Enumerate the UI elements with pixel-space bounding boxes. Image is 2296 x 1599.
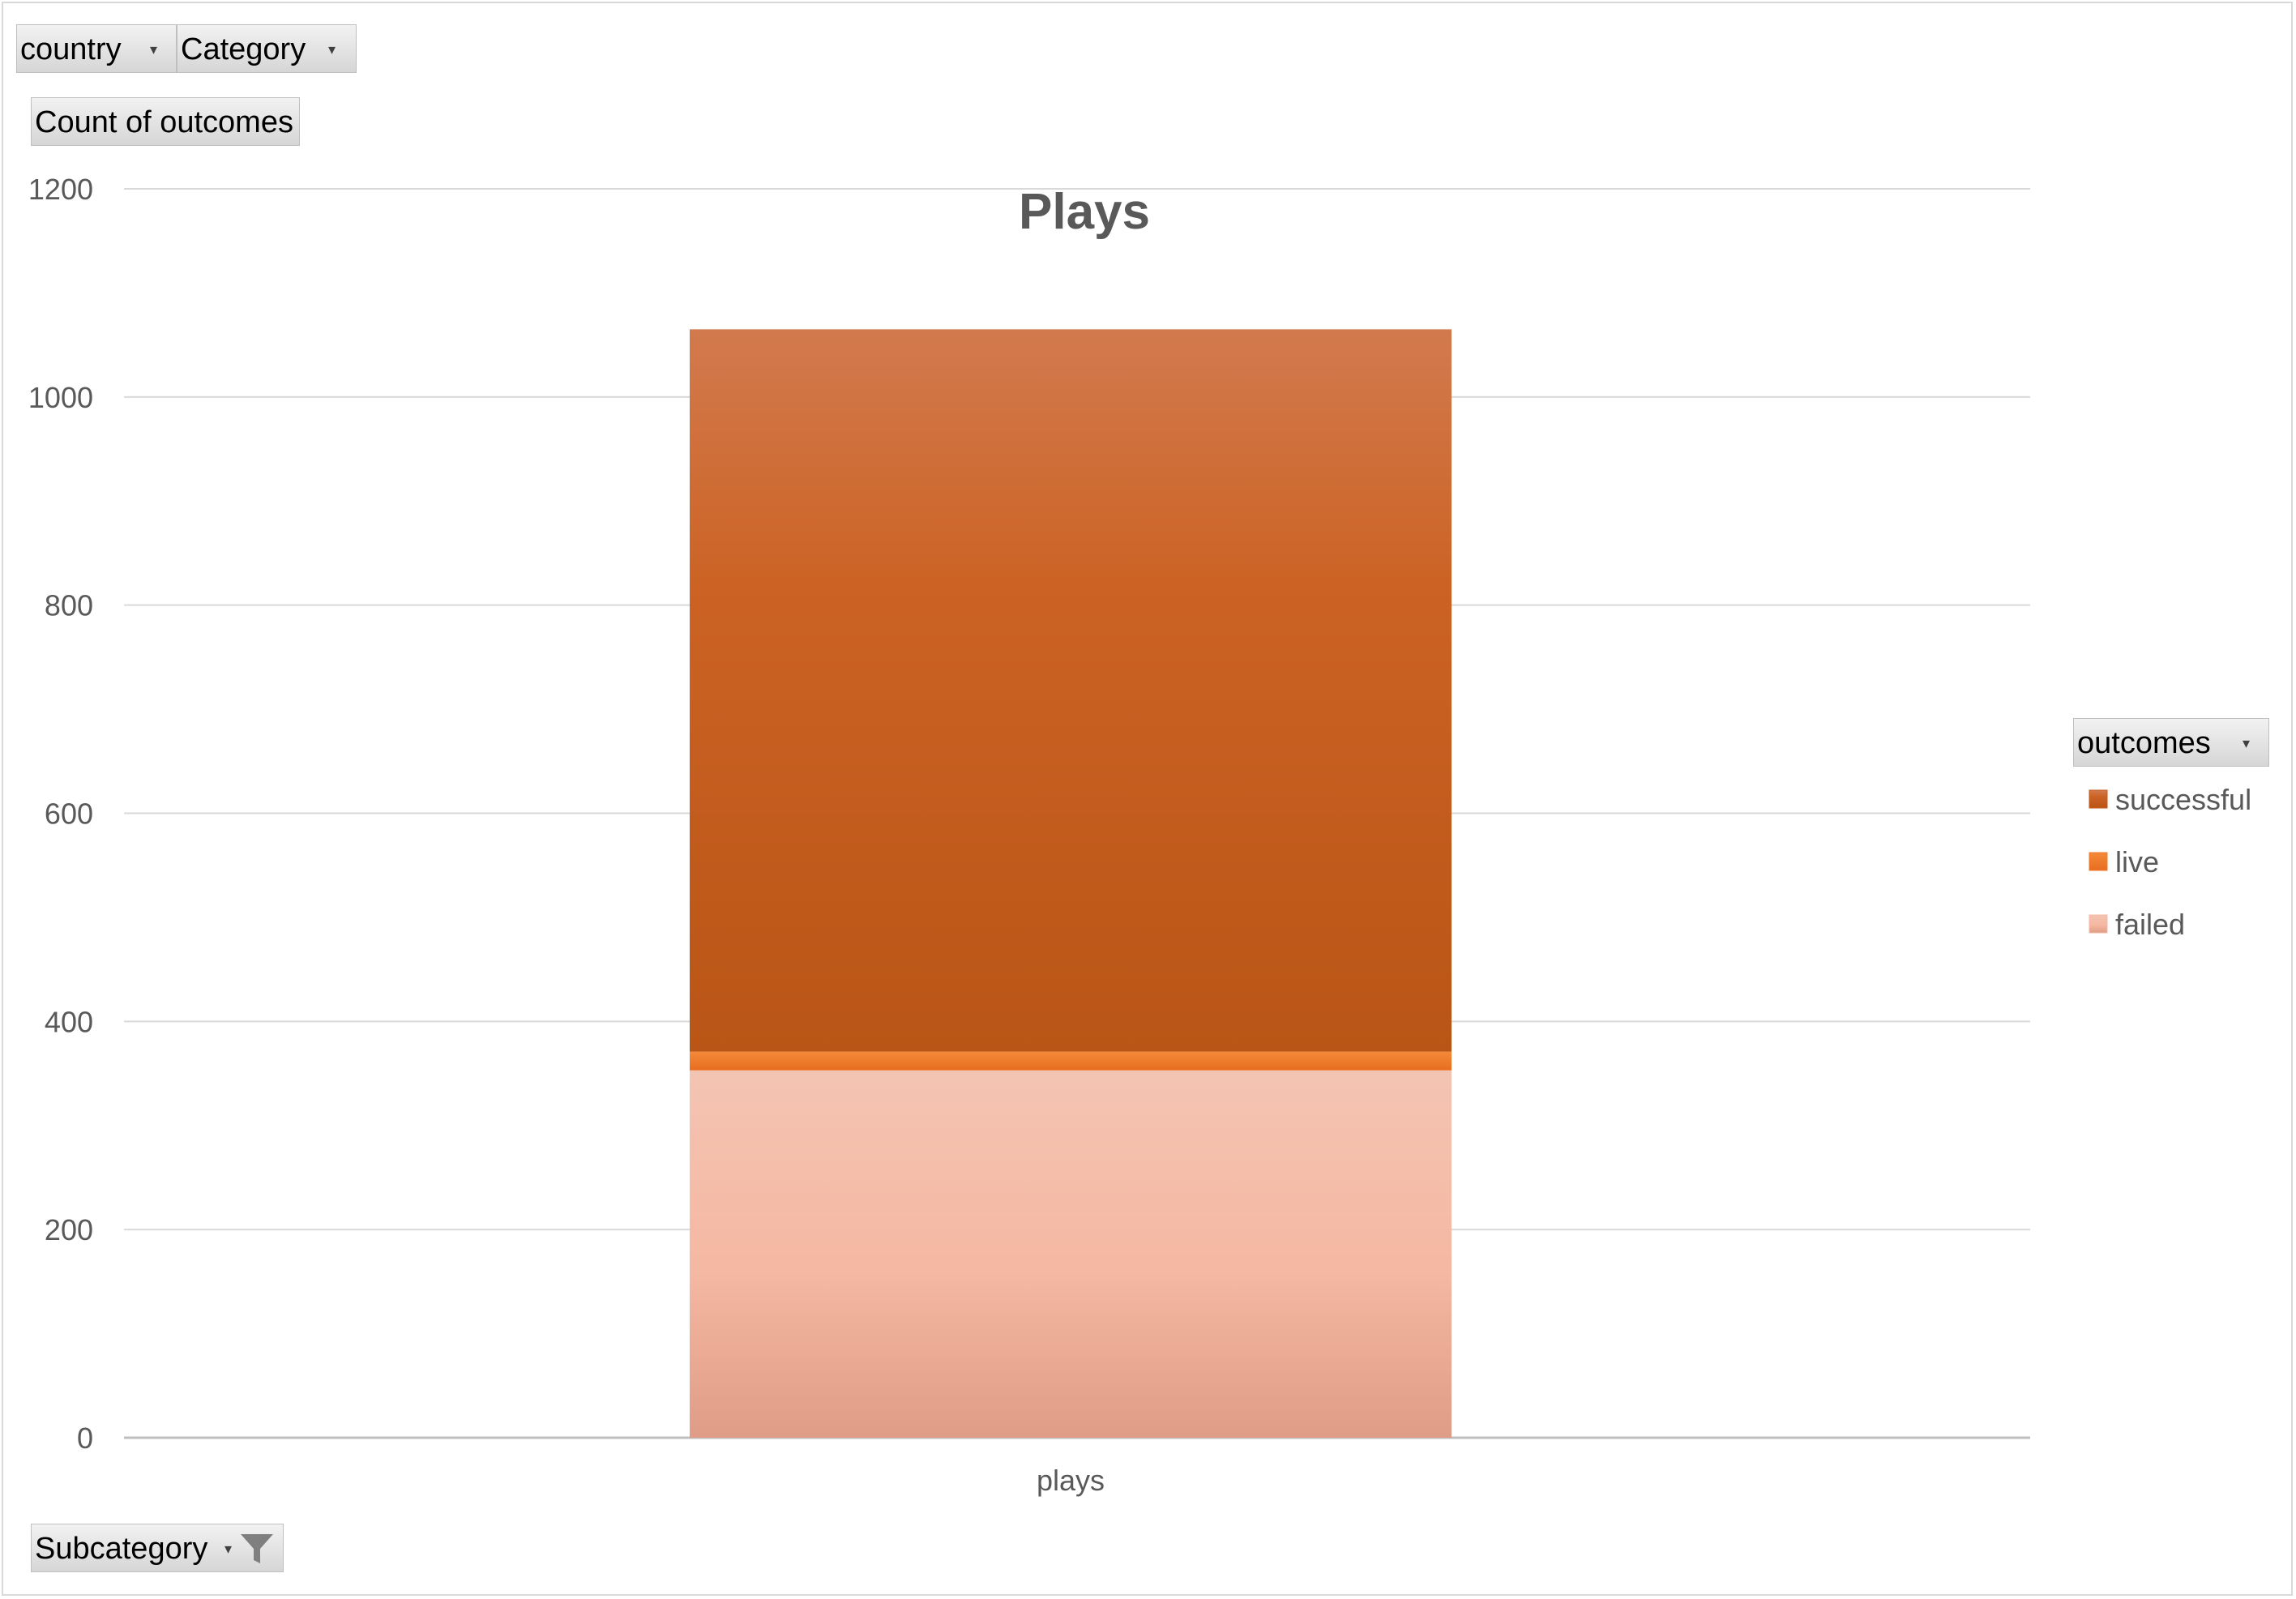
legend-swatch-failed: [2089, 914, 2108, 934]
chevron-down-icon: ▾: [150, 41, 158, 58]
values-field-label: Count of outcomes: [35, 105, 293, 139]
country-filter-label: country: [20, 32, 122, 66]
legend-swatch-live: [2089, 852, 2108, 871]
values-field-button[interactable]: Count of outcomes: [31, 97, 300, 146]
y-tick-label: 800: [45, 589, 93, 622]
y-tick-label: 400: [45, 1005, 93, 1038]
legend-label-live: live: [2115, 845, 2159, 879]
legend-title: outcomes: [2077, 726, 2211, 760]
bar-segment-live: [690, 1051, 1452, 1071]
filter-icon: [241, 1534, 273, 1563]
chart-title: Plays: [1019, 184, 1150, 240]
country-filter-button[interactable]: country ▾: [16, 24, 177, 73]
category-filter-button[interactable]: Category ▾: [177, 24, 357, 73]
bar-segment-successful: [690, 329, 1452, 1052]
chevron-down-icon: ▾: [2243, 735, 2251, 751]
legend-label-successful: successful: [2115, 783, 2251, 816]
legend-label-failed: failed: [2115, 908, 2185, 941]
y-tick-label: 1000: [28, 381, 93, 414]
chevron-down-icon: ▾: [328, 41, 336, 58]
legend-swatch-successful: [2089, 789, 2108, 809]
bar-segment-failed: [690, 1070, 1452, 1438]
subcategory-filter-label: Subcategory: [35, 1532, 208, 1566]
category-filter-label: Category: [181, 32, 306, 66]
subcategory-filter-button[interactable]: Subcategory ▾: [31, 1524, 284, 1572]
y-tick-label: 600: [45, 797, 93, 831]
chevron-down-icon: ▾: [224, 1541, 233, 1557]
y-tick-label: 0: [77, 1422, 93, 1455]
y-tick-label: 200: [45, 1213, 93, 1246]
y-tick-label: 1200: [28, 173, 93, 206]
legend-field-button[interactable]: outcomes ▾: [2073, 718, 2269, 767]
x-tick-label: plays: [1037, 1464, 1105, 1497]
